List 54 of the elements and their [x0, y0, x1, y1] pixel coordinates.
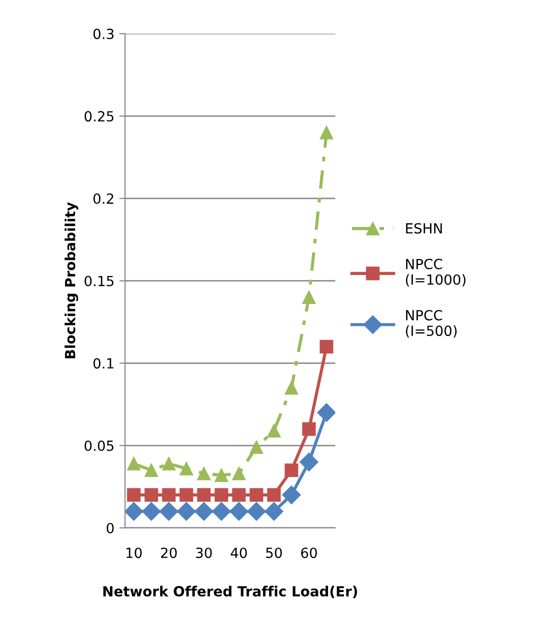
- point: [127, 456, 141, 470]
- point: [125, 502, 144, 521]
- point: [197, 466, 211, 480]
- y-tick-label: 0.3: [93, 28, 114, 40]
- x-tick-label: 40: [230, 548, 247, 558]
- point: [232, 488, 246, 502]
- point: [267, 424, 281, 438]
- point: [212, 502, 231, 521]
- point: [250, 440, 264, 454]
- x-tick-label: 30: [196, 548, 212, 558]
- point: [264, 502, 284, 521]
- point: [214, 488, 228, 502]
- point: [247, 502, 266, 521]
- y-tick-label: 0.15: [84, 276, 114, 286]
- y-tick-label: 0.25: [84, 111, 114, 122]
- point: [230, 502, 248, 521]
- y-axis-title: Blocking Probability: [64, 202, 78, 358]
- point: [232, 466, 246, 480]
- point: [144, 463, 158, 477]
- point: [162, 488, 176, 502]
- point: [214, 468, 228, 482]
- point: [194, 502, 214, 521]
- point: [267, 488, 281, 502]
- legend-label: ESHN: [406, 223, 442, 234]
- y-tick-label: 0.1: [93, 358, 114, 369]
- point: [302, 290, 316, 304]
- point: [142, 502, 161, 521]
- y-tick-label: 0.2: [93, 193, 114, 204]
- point: [284, 381, 298, 395]
- point: [317, 403, 336, 422]
- point: [320, 340, 334, 354]
- point: [284, 463, 298, 477]
- legend-label: NPCC (I=1000): [406, 258, 466, 286]
- point: [282, 486, 301, 504]
- y-tick-label: 0.05: [84, 440, 114, 451]
- x-axis-title: Network Offered Traffic Load(Er): [103, 586, 358, 598]
- point: [144, 488, 158, 502]
- point: [177, 502, 196, 521]
- x-tick-label: 60: [301, 548, 317, 558]
- point: [127, 488, 141, 502]
- point: [300, 452, 318, 472]
- point: [302, 422, 316, 436]
- point: [180, 488, 194, 502]
- point: [159, 502, 178, 521]
- point: [162, 456, 176, 470]
- y-tick-label: 0: [106, 522, 114, 534]
- point: [180, 462, 194, 476]
- point: [197, 488, 211, 502]
- x-tick-label: 50: [266, 548, 282, 558]
- x-tick-label: 10: [126, 548, 142, 558]
- legend-label: NPCC (I=500): [406, 310, 457, 338]
- point: [320, 126, 334, 140]
- point: [250, 488, 264, 502]
- x-tick-label: 20: [161, 548, 177, 558]
